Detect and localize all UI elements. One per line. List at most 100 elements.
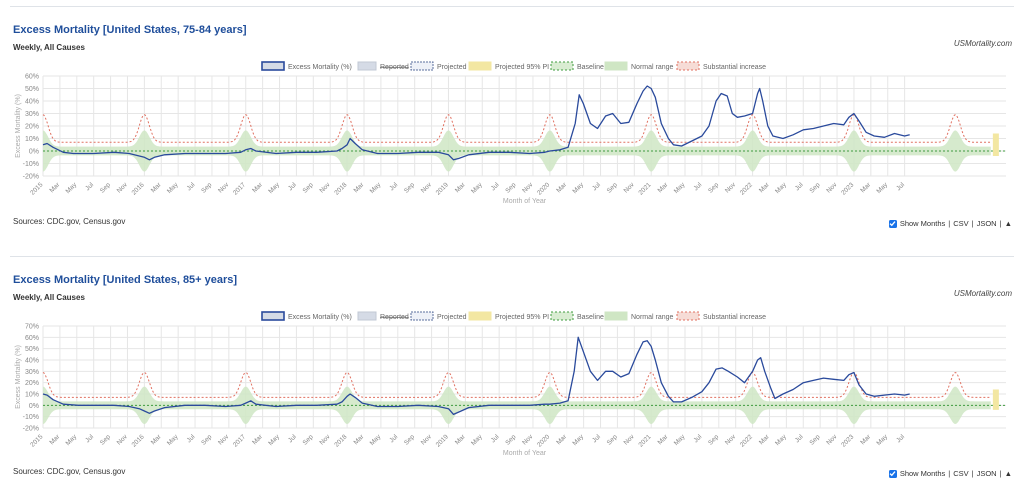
x-tick-label: 2016 (131, 433, 146, 448)
legend-substantial-increase-swatch (676, 61, 700, 71)
separator: | (948, 469, 951, 478)
show-months-checkbox[interactable] (888, 219, 897, 228)
show-months-label[interactable]: Show Months (899, 219, 946, 228)
x-tick-label: Mar (758, 181, 771, 194)
x-tick-label: Nov (521, 181, 535, 195)
legend-reported-swatch (357, 311, 377, 321)
x-tick-label: Sep (99, 181, 112, 194)
y-tick-label: 20% (25, 380, 39, 387)
x-tick-label: Nov (217, 181, 231, 195)
x-tick-label: 2019 (435, 181, 450, 196)
x-tick-label: Mar (150, 433, 163, 446)
substantial-increase-line (42, 371, 991, 398)
x-tick-label: May (571, 433, 585, 447)
x-tick-label: May (369, 181, 383, 195)
chart-panel-85-plus: Excess Mortality [United States, 85+ yea… (0, 250, 1024, 478)
x-tick-label: Mar (555, 433, 568, 446)
excess-mortality-chart-85-plus: Excess Mortality (%) Reported Projected Pro… (15, 311, 1006, 457)
chart-title: Excess Mortality [United States, 85+ yea… (13, 274, 238, 286)
x-tick-label: Nov (318, 433, 332, 447)
x-tick-label: Sep (403, 181, 416, 194)
x-tick-label: 2020 (536, 181, 551, 196)
x-tick-label: Mar (353, 181, 366, 194)
x-tick-label: Mar (150, 181, 163, 194)
x-tick-label: May (673, 433, 687, 447)
projected-pi-band (992, 389, 999, 410)
sources-text: Sources: CDC.gov, Census.gov (13, 217, 126, 226)
sources-text: Sources: CDC.gov, Census.gov (13, 467, 126, 476)
site-credit[interactable]: USMortality.com (953, 39, 1012, 48)
x-tick-label: Mar (758, 433, 771, 446)
x-tick-label: May (369, 433, 383, 447)
x-tick-label: May (166, 181, 180, 195)
top-divider (10, 6, 1014, 7)
x-tick-label: May (267, 433, 281, 447)
chart-title: Excess Mortality [United States, 75-84 y… (13, 24, 247, 36)
chart-subtitle: Weekly, All Causes (13, 43, 85, 52)
x-tick-label: 2022 (739, 181, 754, 196)
x-tick-label: 2015 (29, 181, 44, 196)
show-months-label[interactable]: Show Months (899, 469, 946, 478)
x-tick-label: Mar (555, 181, 568, 194)
legend-projected-pi-label: Projected 95% PI (495, 64, 549, 71)
x-tick-label: Nov (420, 181, 434, 195)
chart-controls: Show Months | CSV | JSON | ▲ (888, 219, 1012, 228)
legend-substantial-increase-label: Substantial increase (703, 314, 766, 321)
y-tick-label: -10% (23, 161, 39, 168)
y-tick-label: 10% (25, 392, 39, 399)
y-tick-label: 60% (25, 335, 39, 342)
panel-divider (10, 256, 1014, 257)
x-tick-label: May (571, 181, 585, 195)
x-tick-label: Nov (116, 433, 130, 447)
x-tick-label: Nov (318, 181, 332, 195)
separator: | (971, 469, 974, 478)
y-axis-title: Excess Mortality (%) (15, 94, 22, 158)
x-tick-label: Nov (724, 181, 738, 195)
x-tick-label: Mar (657, 181, 670, 194)
site-credit[interactable]: USMortality.com (953, 289, 1012, 298)
x-tick-label: May (166, 433, 180, 447)
json-link[interactable]: JSON (976, 469, 997, 478)
json-link[interactable]: JSON (976, 219, 997, 228)
csv-link[interactable]: CSV (953, 219, 969, 228)
csv-link[interactable]: CSV (953, 469, 969, 478)
y-tick-label: 10% (25, 136, 39, 143)
x-tick-label: Sep (504, 181, 517, 194)
legend-normal-range-swatch (604, 311, 628, 321)
x-tick-label: Jul (287, 181, 298, 192)
x-tick-label: Nov (420, 433, 434, 447)
legend-projected-swatch (410, 61, 434, 71)
legend-normal-range-label: Normal range (631, 314, 674, 321)
chart-panel-75-84: Excess Mortality [United States, 75-84 y… (13, 24, 1012, 228)
x-tick-label: Mar (353, 433, 366, 446)
chart-controls: Show Months | CSV | JSON | ▲ (888, 469, 1012, 478)
legend-baseline-swatch (550, 61, 574, 71)
x-tick-label: 2023 (840, 181, 855, 196)
x-tick-label: Jul (490, 433, 501, 444)
y-axis-title: Excess Mortality (%) (15, 345, 22, 409)
x-tick-label: Sep (808, 181, 821, 194)
x-tick-label: May (470, 433, 484, 447)
collapse-toggle[interactable]: ▲ (1004, 469, 1012, 478)
x-tick-label: Mar (251, 433, 264, 446)
legend-normal-range-swatch (604, 61, 628, 71)
x-tick-label: 2021 (637, 433, 652, 448)
collapse-toggle[interactable]: ▲ (1004, 219, 1012, 228)
x-tick-label: May (876, 181, 890, 195)
y-tick-label: 70% (25, 324, 39, 331)
x-tick-label: Jul (186, 181, 197, 192)
x-tick-label: 2020 (536, 433, 551, 448)
y-tick-label: -20% (23, 426, 39, 433)
x-tick-label: Sep (707, 433, 720, 446)
legend-substantial-increase-label: Substantial increase (703, 64, 766, 71)
y-tick-label: 40% (25, 99, 39, 106)
x-tick-label: Jul (895, 181, 906, 192)
x-tick-label: Jul (287, 433, 298, 444)
x-tick-label: May (470, 181, 484, 195)
separator: | (948, 219, 951, 228)
x-tick-label: Jul (388, 181, 399, 192)
x-tick-label: Nov (623, 433, 637, 447)
x-tick-label: Jul (490, 181, 501, 192)
x-tick-label: May (65, 181, 79, 195)
legend-projected-pi-swatch (468, 311, 492, 321)
